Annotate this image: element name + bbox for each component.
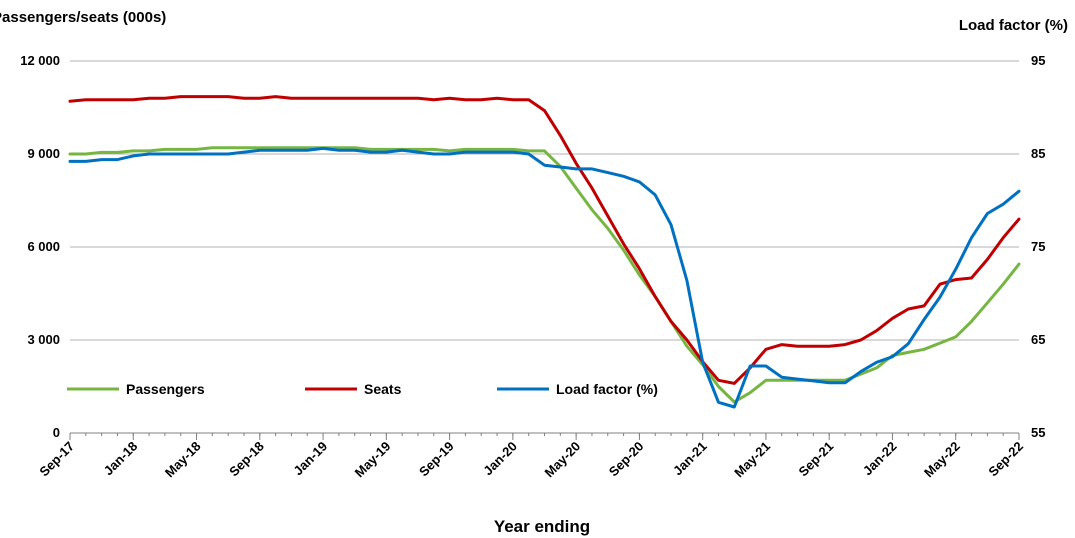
x-tick-label: May-20 bbox=[541, 439, 583, 481]
legend-label: Passengers bbox=[126, 381, 205, 397]
x-tick-label: May-18 bbox=[162, 439, 204, 481]
y2-axis-title: Load factor (%) bbox=[959, 17, 1068, 34]
x-tick-label: Sep-22 bbox=[985, 439, 1026, 480]
legend-label: Load factor (%) bbox=[556, 381, 658, 397]
gridlines bbox=[70, 60, 1019, 341]
x-tick-label: Sep-21 bbox=[796, 439, 837, 480]
y2-tick-label: 95 bbox=[1031, 53, 1045, 68]
x-tick-label: May-22 bbox=[921, 439, 963, 481]
series-lines bbox=[68, 95, 1021, 409]
y2-tick-label: 55 bbox=[1031, 425, 1045, 440]
series-line-load-factor bbox=[68, 146, 1021, 409]
y-tick-label: 12 000 bbox=[20, 53, 60, 68]
y2-tick-label: 75 bbox=[1031, 239, 1045, 254]
x-tick-label: Jan-18 bbox=[101, 439, 141, 479]
tick-labels: 0 55 3 000 65 6 000 75 9 000 85 12 000 95 Sep-17 Ja… bbox=[20, 53, 1045, 480]
x-tick-label: May-19 bbox=[352, 439, 394, 481]
x-tick-label: Sep-18 bbox=[226, 439, 267, 480]
x-tick-label: Jan-22 bbox=[860, 439, 900, 479]
y-tick-label: 3 000 bbox=[27, 332, 60, 347]
legend-label: Seats bbox=[364, 381, 402, 397]
x-tick-label: Sep-19 bbox=[416, 439, 457, 480]
y-axis-title: Passengers/seats (000s) bbox=[0, 9, 166, 26]
x-tick-label: May-21 bbox=[731, 439, 773, 481]
x-axis-title: Year ending bbox=[494, 517, 590, 536]
y-tick-label: 0 bbox=[53, 425, 60, 440]
y-tick-label: 6 000 bbox=[27, 239, 60, 254]
x-tick-label: Jan-21 bbox=[670, 439, 710, 479]
x-tick-label: Sep-20 bbox=[606, 439, 647, 480]
y2-tick-label: 85 bbox=[1031, 146, 1045, 161]
series-line-seats bbox=[68, 95, 1021, 385]
axes bbox=[69, 432, 1020, 440]
y-tick-label: 9 000 bbox=[27, 146, 60, 161]
x-tick-label: Jan-20 bbox=[480, 439, 520, 479]
x-tick-label: Sep-17 bbox=[36, 439, 77, 480]
legend: Passengers Seats Load factor (%) bbox=[67, 381, 658, 397]
series-line-passengers bbox=[68, 146, 1021, 404]
y2-tick-label: 65 bbox=[1031, 332, 1045, 347]
x-tick-label: Jan-19 bbox=[290, 439, 330, 479]
